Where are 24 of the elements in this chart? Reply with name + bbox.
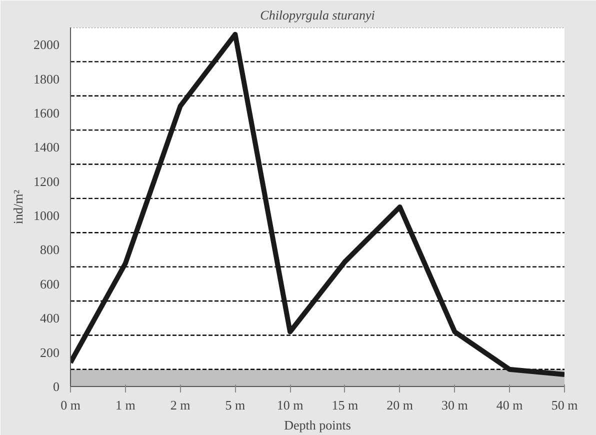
y-axis-title: ind/m² [10, 190, 26, 224]
y-tick-label: 1000 [34, 208, 60, 224]
y-tick-label: 0 [53, 379, 60, 394]
y-tick-label: 1800 [34, 71, 60, 86]
chart-title: Chilopyrgula sturanyi [260, 8, 376, 22]
x-tick-label: 2 m [170, 398, 190, 412]
x-tick-label: 10 m [276, 398, 304, 412]
x-tick-label: 30 m [442, 398, 468, 412]
y-tick-label: 200 [40, 344, 60, 360]
y-tick-label: 1600 [34, 105, 60, 120]
x-tick-label: 0 m [60, 398, 80, 412]
x-tick-label: 50 m [551, 398, 578, 412]
x-tick-label: 40 m [496, 398, 523, 412]
x-tick-label: 1 m [115, 398, 136, 412]
y-tick-label: 800 [40, 242, 60, 258]
x-tick-label: 5 m [225, 398, 246, 412]
y-tick-label: 400 [40, 310, 60, 326]
y-tick-label: 2000 [34, 37, 60, 52]
x-axis-title: Depth points [284, 418, 351, 432]
x-tick-label: 20 m [386, 398, 414, 412]
x-tick-label: 15 m [332, 398, 358, 412]
y-tick-label: 1200 [34, 174, 60, 189]
y-tick-label: 1400 [34, 140, 60, 155]
y-tick-label: 600 [40, 276, 60, 292]
